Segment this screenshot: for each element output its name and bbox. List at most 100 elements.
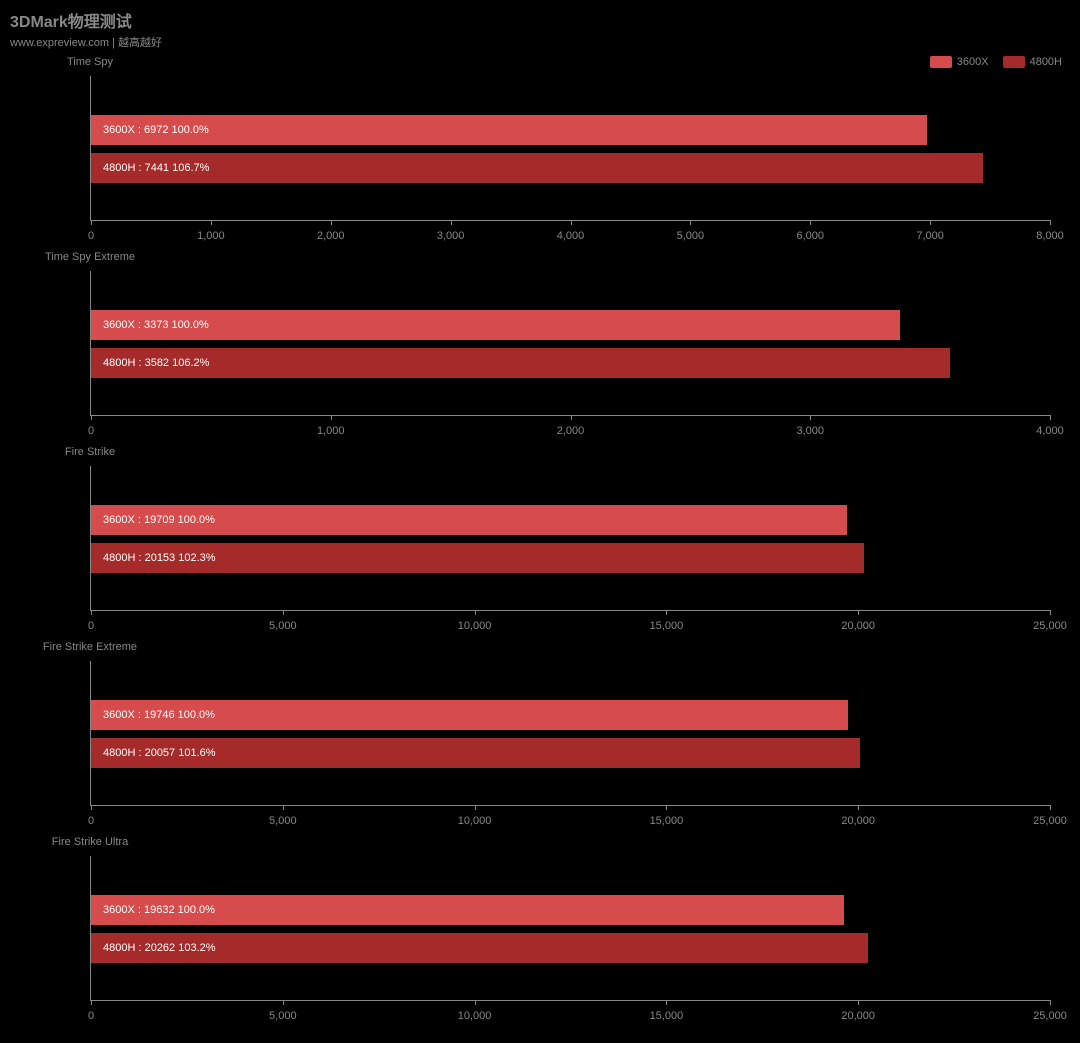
x-tick-label: 10,000 — [458, 815, 492, 827]
panel-title: Time Spy — [10, 56, 170, 68]
bar-label: 3600X : 19632 100.0% — [91, 904, 215, 916]
x-tick-label: 25,000 — [1033, 815, 1067, 827]
x-tick — [690, 220, 691, 225]
bar-label: 4800H : 20153 102.3% — [91, 552, 216, 564]
x-tick — [475, 610, 476, 615]
x-tick-label: 8,000 — [1036, 230, 1064, 242]
plot-area: 05,00010,00015,00020,00025,0003600X : 19… — [90, 856, 1050, 1001]
plot-area: 05,00010,00015,00020,00025,0003600X : 19… — [90, 661, 1050, 806]
x-tick — [211, 220, 212, 225]
plot-area: 01,0002,0003,0004,0003600X : 3373 100.0%… — [90, 271, 1050, 416]
bar-label: 4800H : 20057 101.6% — [91, 747, 216, 759]
x-tick — [91, 415, 92, 420]
chart-panel: Fire Strike 05,00010,00015,00020,00025,00… — [10, 444, 1070, 639]
x-tick-label: 3,000 — [437, 230, 465, 242]
x-tick-label: 5,000 — [269, 815, 297, 827]
x-tick — [91, 805, 92, 810]
panel-title: Fire Strike Ultra — [10, 836, 170, 848]
x-tick — [1050, 610, 1051, 615]
x-tick-label: 0 — [88, 815, 94, 827]
bar-4800H: 4800H : 3582 106.2% — [91, 348, 950, 378]
plot-area: 05,00010,00015,00020,00025,0003600X : 19… — [90, 466, 1050, 611]
x-tick-label: 1,000 — [197, 230, 225, 242]
x-tick-label: 2,000 — [317, 230, 345, 242]
x-tick-label: 0 — [88, 620, 94, 632]
chart-panel: Time Spy Extreme01,0002,0003,0004,000360… — [10, 249, 1070, 444]
chart-title: 3DMark物理测试 — [10, 8, 1070, 32]
x-tick — [810, 220, 811, 225]
x-tick — [858, 610, 859, 615]
x-tick — [283, 805, 284, 810]
x-tick — [331, 415, 332, 420]
bar-label: 3600X : 3373 100.0% — [91, 319, 209, 331]
panel-title: Fire Strike Extreme — [10, 641, 170, 653]
x-tick-label: 6,000 — [796, 230, 824, 242]
x-tick — [810, 415, 811, 420]
x-tick — [1050, 1000, 1051, 1005]
x-tick — [451, 220, 452, 225]
bar-label: 4800H : 3582 106.2% — [91, 357, 209, 369]
x-tick — [858, 1000, 859, 1005]
x-tick — [283, 610, 284, 615]
x-tick — [571, 415, 572, 420]
bar-label: 3600X : 19746 100.0% — [91, 709, 215, 721]
x-tick — [1050, 220, 1051, 225]
x-tick-label: 0 — [88, 1010, 94, 1022]
x-tick — [930, 220, 931, 225]
x-tick-label: 25,000 — [1033, 1010, 1067, 1022]
x-tick-label: 15,000 — [650, 815, 684, 827]
x-tick — [1050, 415, 1051, 420]
chart-header: 3DMark物理测试 www.expreview.com | 越高越好 — [0, 0, 1080, 54]
x-tick-label: 5,000 — [677, 230, 705, 242]
chart-panel: Time Spy01,0002,0003,0004,0005,0006,0007… — [10, 54, 1070, 249]
panel-title: Time Spy Extreme — [10, 251, 170, 263]
bar-3600X: 3600X : 3373 100.0% — [91, 310, 900, 340]
x-tick-label: 20,000 — [841, 620, 875, 632]
bar-4800H: 4800H : 20262 103.2% — [91, 933, 868, 963]
x-tick — [91, 610, 92, 615]
x-tick-label: 4,000 — [1036, 425, 1064, 437]
x-tick-label: 5,000 — [269, 620, 297, 632]
x-tick-label: 4,000 — [557, 230, 585, 242]
bar-4800H: 4800H : 20057 101.6% — [91, 738, 860, 768]
x-tick-label: 20,000 — [841, 1010, 875, 1022]
charts-container: Time Spy01,0002,0003,0004,0005,0006,0007… — [0, 54, 1080, 1029]
bar-label: 4800H : 20262 103.2% — [91, 942, 216, 954]
x-tick-label: 0 — [88, 230, 94, 242]
bar-label: 3600X : 6972 100.0% — [91, 124, 209, 136]
x-tick — [1050, 805, 1051, 810]
plot-area: 01,0002,0003,0004,0005,0006,0007,0008,00… — [90, 76, 1050, 221]
panel-title: Fire Strike — [10, 446, 170, 458]
bar-3600X: 3600X : 19632 100.0% — [91, 895, 844, 925]
x-tick — [571, 220, 572, 225]
x-tick — [283, 1000, 284, 1005]
x-tick-label: 15,000 — [650, 1010, 684, 1022]
bar-3600X: 3600X : 19746 100.0% — [91, 700, 848, 730]
x-tick-label: 1,000 — [317, 425, 345, 437]
chart-subtitle: www.expreview.com | 越高越好 — [10, 34, 1070, 50]
x-tick — [666, 805, 667, 810]
x-tick — [475, 805, 476, 810]
x-tick — [91, 1000, 92, 1005]
chart-panel: Fire Strike Extreme05,00010,00015,00020,… — [10, 639, 1070, 834]
x-tick-label: 3,000 — [796, 425, 824, 437]
x-tick — [331, 220, 332, 225]
x-tick-label: 0 — [88, 425, 94, 437]
bar-4800H: 4800H : 20153 102.3% — [91, 543, 864, 573]
x-tick — [91, 220, 92, 225]
bar-3600X: 3600X : 19709 100.0% — [91, 505, 847, 535]
x-tick-label: 10,000 — [458, 620, 492, 632]
x-tick-label: 25,000 — [1033, 620, 1067, 632]
x-tick-label: 20,000 — [841, 815, 875, 827]
chart-panel: Fire Strike Ultra05,00010,00015,00020,00… — [10, 834, 1070, 1029]
x-tick — [666, 610, 667, 615]
x-tick-label: 7,000 — [916, 230, 944, 242]
x-tick — [475, 1000, 476, 1005]
x-tick-label: 10,000 — [458, 1010, 492, 1022]
x-tick-label: 5,000 — [269, 1010, 297, 1022]
x-tick-label: 2,000 — [557, 425, 585, 437]
bar-3600X: 3600X : 6972 100.0% — [91, 115, 927, 145]
x-tick — [666, 1000, 667, 1005]
x-tick — [858, 805, 859, 810]
bar-4800H: 4800H : 7441 106.7% — [91, 153, 983, 183]
